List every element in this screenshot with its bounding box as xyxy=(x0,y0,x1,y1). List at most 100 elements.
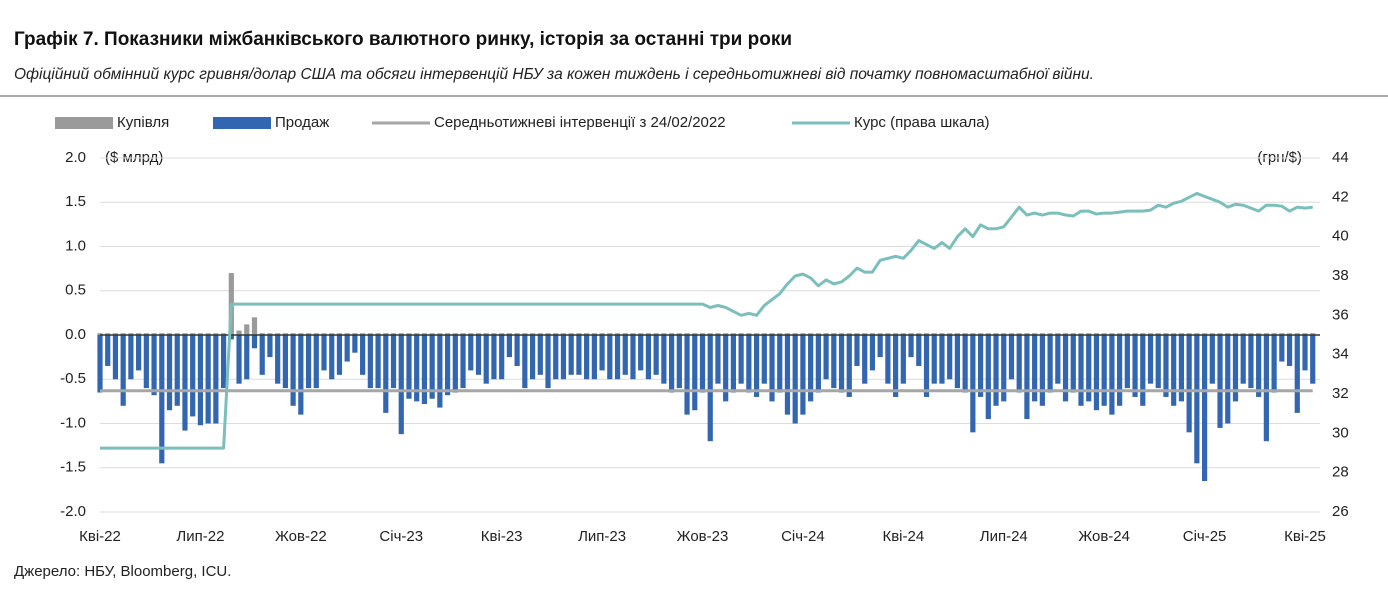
bar xyxy=(614,333,621,335)
bar xyxy=(1124,333,1130,335)
bar xyxy=(1201,333,1208,335)
bar xyxy=(560,335,567,380)
legend-label: Купівля xyxy=(117,114,169,131)
y-tick-label: -1.5 xyxy=(60,459,86,476)
bar xyxy=(560,333,567,335)
bar xyxy=(947,335,953,380)
y-tick-label: 1.5 xyxy=(65,193,86,210)
y2-tick-label: 30 xyxy=(1332,424,1349,441)
bar xyxy=(715,335,721,384)
bar xyxy=(1225,333,1231,335)
bar xyxy=(1209,335,1215,384)
bar xyxy=(429,335,435,399)
bar xyxy=(1186,333,1192,335)
bar xyxy=(784,335,791,415)
bar xyxy=(838,335,845,393)
bar xyxy=(398,335,404,435)
bar xyxy=(174,335,180,406)
bar xyxy=(128,335,134,380)
bar xyxy=(939,335,945,384)
bar xyxy=(723,335,729,402)
bar xyxy=(630,333,636,335)
x-tick-label: Лип-24 xyxy=(980,528,1028,545)
bar xyxy=(1194,335,1200,464)
bar xyxy=(738,335,744,384)
bar xyxy=(584,335,590,380)
bar xyxy=(645,335,652,380)
source-note: Джерело: НБУ, Bloomberg, ICU. xyxy=(14,563,231,580)
bar xyxy=(545,333,551,335)
bar xyxy=(1117,333,1123,335)
bar xyxy=(638,335,644,371)
bar xyxy=(1070,333,1076,335)
bar xyxy=(1001,335,1007,402)
bar xyxy=(499,333,505,335)
x-tick-label: Кві-23 xyxy=(481,528,523,545)
bar xyxy=(885,335,891,384)
bar xyxy=(514,335,520,366)
bar xyxy=(993,335,999,406)
bar xyxy=(236,335,242,384)
bar xyxy=(761,335,767,384)
bar xyxy=(838,333,845,335)
bar xyxy=(1232,333,1239,335)
bar xyxy=(800,333,806,335)
bar xyxy=(406,333,412,335)
bar xyxy=(661,333,667,335)
bar xyxy=(1109,335,1115,415)
bar xyxy=(885,333,891,335)
bar xyxy=(622,333,628,335)
bar xyxy=(483,333,489,335)
bar xyxy=(336,335,343,375)
bar xyxy=(468,335,474,371)
x-tick-label: Січ-25 xyxy=(1183,528,1227,545)
bar xyxy=(684,333,690,335)
bar xyxy=(282,333,288,335)
bar xyxy=(599,335,605,371)
bar xyxy=(1055,333,1061,335)
bar xyxy=(105,333,111,335)
bar xyxy=(1147,335,1154,384)
x-tick-label: Січ-24 xyxy=(781,528,825,545)
bar xyxy=(738,333,744,335)
bar xyxy=(977,333,984,335)
bar xyxy=(529,335,536,380)
bar xyxy=(1008,333,1015,335)
bar xyxy=(877,335,883,358)
bar xyxy=(607,333,613,335)
bar xyxy=(159,333,165,335)
bar xyxy=(1086,335,1092,402)
bar xyxy=(730,333,736,335)
bar xyxy=(97,333,103,335)
bar xyxy=(174,333,180,335)
bar xyxy=(251,335,258,349)
bar xyxy=(1294,333,1300,335)
bar xyxy=(854,335,860,366)
bar xyxy=(823,335,829,380)
bar xyxy=(1047,335,1053,393)
bar xyxy=(669,333,675,335)
bar xyxy=(244,324,250,335)
bar xyxy=(259,335,265,375)
bar xyxy=(730,335,736,393)
bar xyxy=(723,333,729,335)
bar xyxy=(182,333,188,335)
bar xyxy=(1271,333,1277,335)
y2-tick-label: 40 xyxy=(1332,228,1349,245)
bar xyxy=(120,333,126,335)
y2-tick-label: 28 xyxy=(1332,464,1349,481)
bar xyxy=(220,335,227,389)
bar xyxy=(1302,333,1308,335)
y2-tick-label: 42 xyxy=(1332,188,1349,205)
bar xyxy=(1263,333,1269,335)
line-series xyxy=(100,191,1313,450)
bar xyxy=(1248,333,1254,335)
bar xyxy=(1032,335,1038,402)
y2-tick-label: 26 xyxy=(1332,503,1349,520)
bar xyxy=(1124,335,1130,389)
bar xyxy=(267,335,273,358)
bar xyxy=(777,335,783,393)
bar xyxy=(444,333,451,335)
bar xyxy=(190,333,196,335)
bar xyxy=(699,335,706,393)
